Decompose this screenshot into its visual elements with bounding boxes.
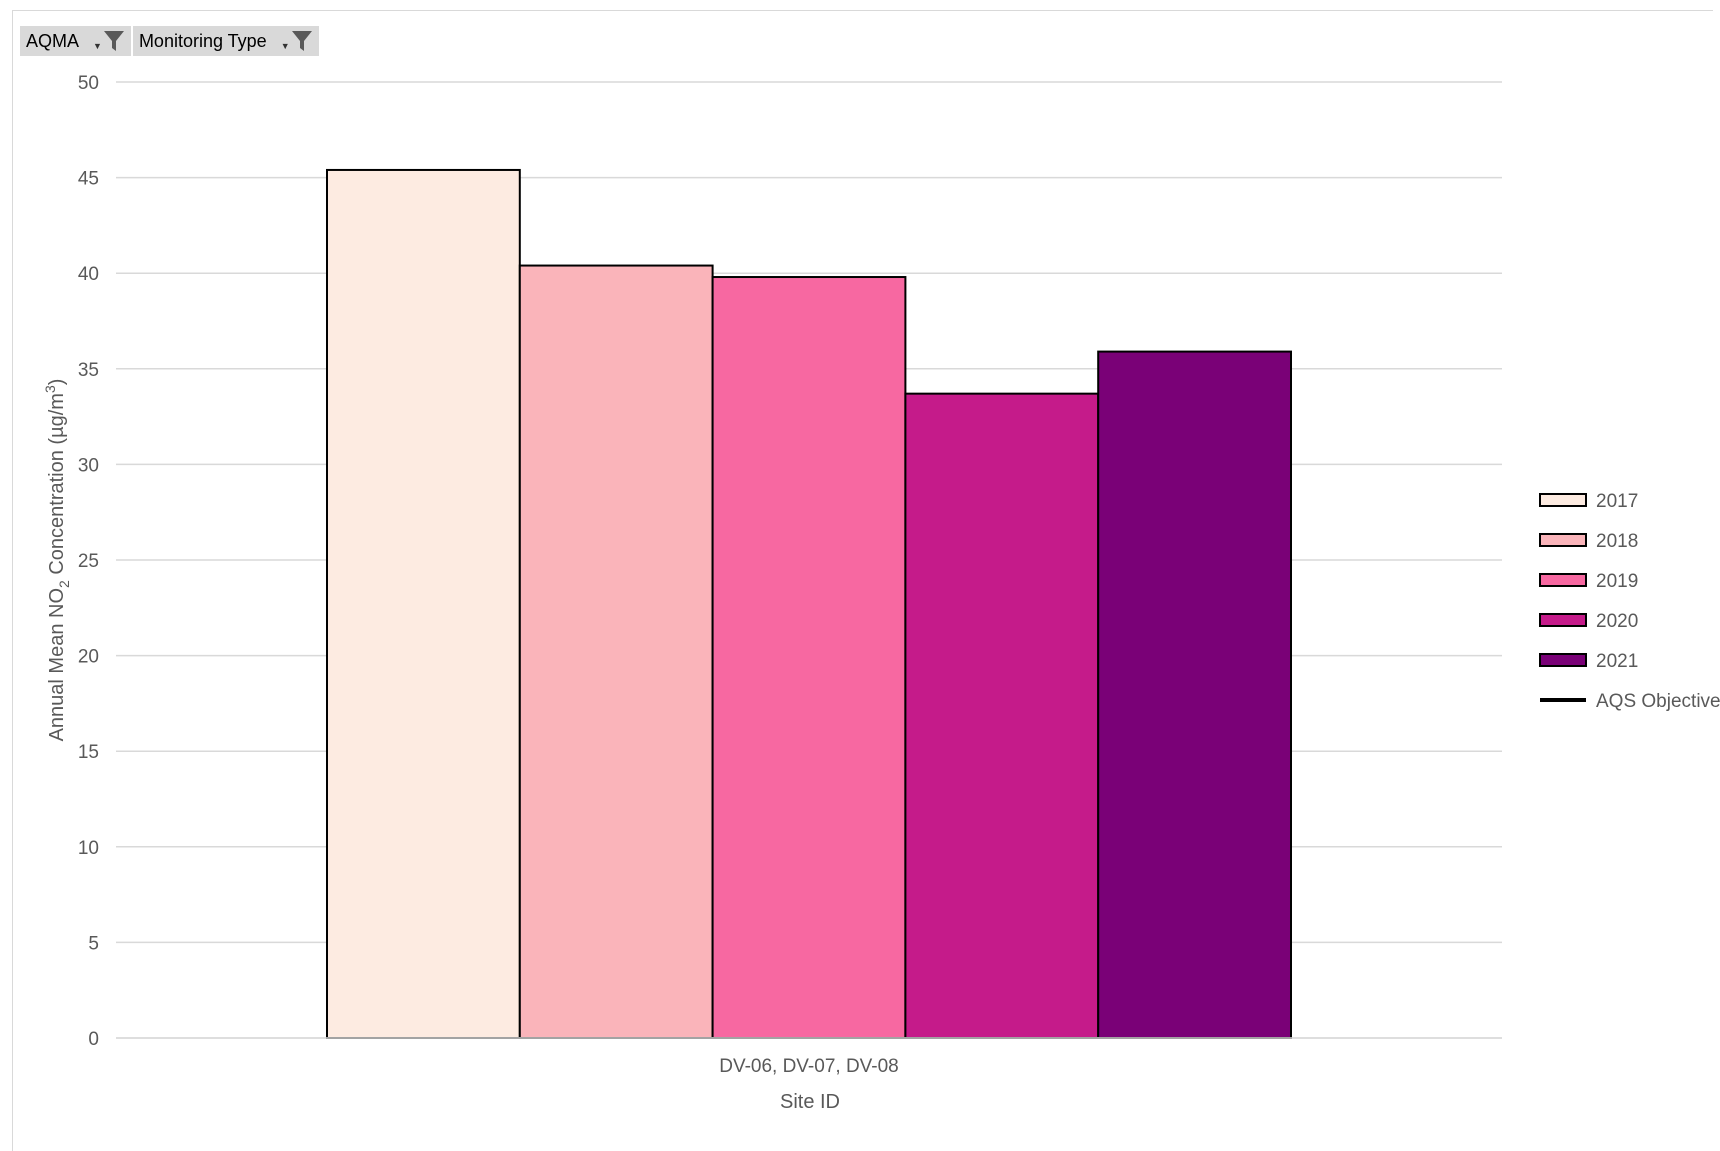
legend-label: 2021 xyxy=(1596,651,1638,672)
legend-swatch xyxy=(1539,653,1587,667)
monitoring-type-filter-label: Monitoring Type xyxy=(138,30,267,51)
aqma-filter-label: AQMA xyxy=(26,30,80,51)
filter-bar: AQMA ▼ Monitoring Type ▼ xyxy=(20,26,319,56)
y-tick-label: 30 xyxy=(78,455,99,476)
bar-2018[interactable] xyxy=(518,264,714,1039)
y-tick-label: 10 xyxy=(78,838,99,859)
legend-label: AQS Objective xyxy=(1596,691,1720,712)
legend-label: 2019 xyxy=(1596,571,1638,592)
y-tick-label: 40 xyxy=(78,264,99,285)
bar-2019[interactable] xyxy=(711,276,907,1039)
y-tick-label: 0 xyxy=(88,1029,99,1050)
legend: 2017 2018 2019 2020 2021 AQS Objective xyxy=(1539,491,1720,712)
monitoring-type-filter-button[interactable]: Monitoring Type ▼ xyxy=(132,26,319,56)
bar-2020[interactable] xyxy=(904,392,1100,1039)
y-tick-label: 35 xyxy=(78,360,99,381)
y-tick-label: 5 xyxy=(88,933,99,954)
filter-funnel-icon xyxy=(291,31,312,51)
legend-swatch xyxy=(1539,613,1587,627)
legend-swatch xyxy=(1539,493,1587,507)
dropdown-arrow-icon: ▼ xyxy=(280,41,290,51)
aqma-filter-control: ▼ xyxy=(93,30,125,52)
legend-swatch xyxy=(1539,573,1587,587)
legend-label: 2020 xyxy=(1596,611,1638,632)
y-tick-label: 50 xyxy=(78,73,99,94)
bars xyxy=(116,168,1502,1040)
legend-swatch xyxy=(1539,533,1587,547)
bar-2021[interactable] xyxy=(1097,350,1292,1040)
chart-frame xyxy=(12,10,1713,1151)
y-tick-label: 20 xyxy=(78,647,99,668)
y-tick-label: 25 xyxy=(78,551,99,572)
x-tick-label: DV-06, DV-07, DV-08 xyxy=(719,1056,899,1077)
monitoring-type-filter-control: ▼ xyxy=(281,30,313,52)
y-axis-tick-labels: 0 5 10 15 20 25 30 35 40 45 50 xyxy=(78,73,99,1050)
x-axis-tick-labels: DV-06, DV-07, DV-08 xyxy=(719,1056,899,1077)
legend-label: 2018 xyxy=(1596,531,1638,552)
x-axis-label: Site ID xyxy=(780,1091,840,1113)
y-axis-label: Annual Mean NO2 Concentration (µg/m3) xyxy=(42,379,72,742)
bar-2017[interactable] xyxy=(326,168,521,1039)
aqma-filter-button[interactable]: AQMA ▼ xyxy=(20,26,131,56)
y-tick-label: 45 xyxy=(78,169,99,190)
filter-funnel-icon xyxy=(103,31,124,51)
dropdown-arrow-icon: ▼ xyxy=(93,41,102,51)
y-tick-label: 15 xyxy=(78,742,99,763)
legend-label: 2017 xyxy=(1596,491,1638,512)
